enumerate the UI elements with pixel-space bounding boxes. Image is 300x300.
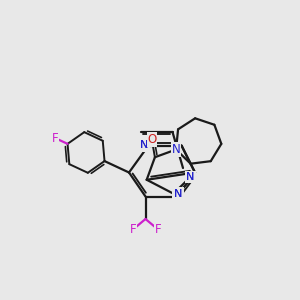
Text: N: N xyxy=(140,140,148,151)
Text: N: N xyxy=(186,172,195,182)
Text: O: O xyxy=(148,133,157,146)
Text: N: N xyxy=(174,189,182,199)
Text: N: N xyxy=(174,189,182,199)
Text: F: F xyxy=(130,223,136,236)
Text: F: F xyxy=(52,132,59,145)
Text: N: N xyxy=(172,143,180,156)
Text: N: N xyxy=(140,140,148,151)
Text: F: F xyxy=(155,223,161,236)
Text: N: N xyxy=(186,172,195,182)
